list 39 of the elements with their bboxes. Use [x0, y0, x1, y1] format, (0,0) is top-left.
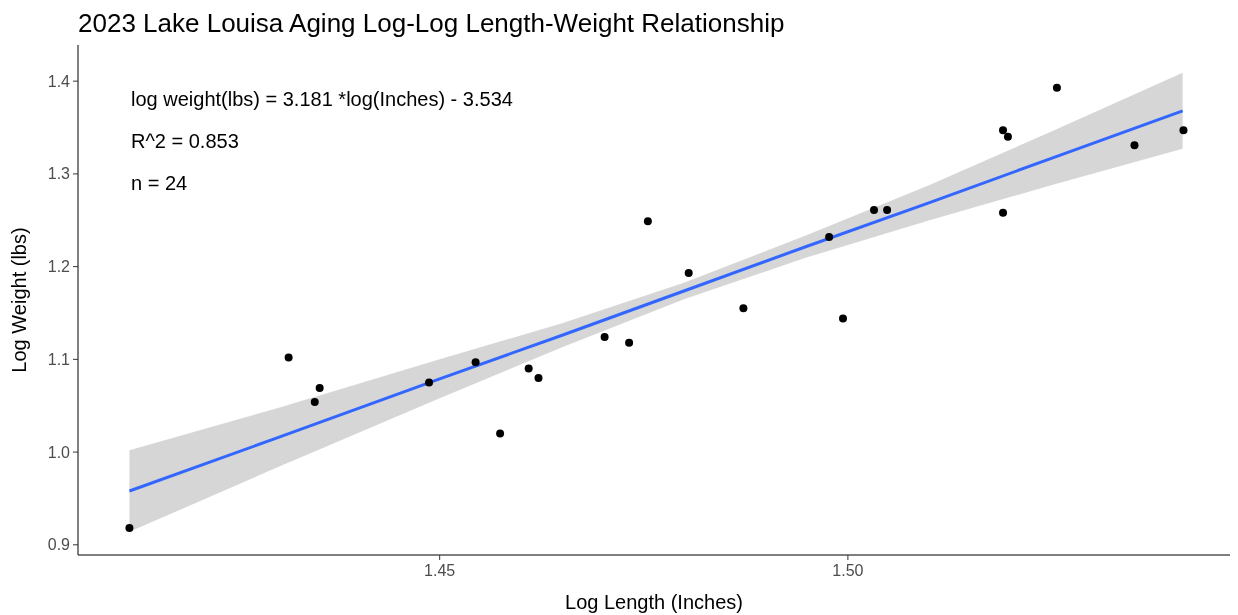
- point: [1130, 141, 1139, 150]
- line-series: [127, 109, 1185, 493]
- point: [284, 353, 293, 362]
- y-axis-title: Log Weight (lbs): [8, 227, 30, 373]
- point: [883, 206, 892, 215]
- point: [524, 364, 533, 373]
- x-tick-label: 1.45: [424, 562, 456, 579]
- point: [643, 217, 652, 226]
- annotation: n = 24: [131, 172, 188, 194]
- y-tick-label: 1.2: [47, 258, 71, 276]
- point: [471, 358, 480, 367]
- point: [1052, 83, 1061, 92]
- point: [999, 126, 1008, 135]
- y-tick-label: 0.9: [47, 536, 71, 554]
- point: [684, 269, 693, 278]
- point: [1003, 132, 1012, 141]
- x-tick-label: 1.50: [832, 562, 864, 579]
- point: [425, 378, 434, 387]
- y-tick-label: 1.1: [47, 350, 71, 368]
- point: [870, 206, 879, 215]
- point: [1179, 126, 1188, 135]
- point: [625, 338, 634, 347]
- point: [125, 524, 134, 533]
- point: [496, 429, 505, 438]
- annotation: R^2 = 0.853: [131, 130, 239, 152]
- point: [310, 398, 319, 406]
- point: [825, 232, 834, 241]
- point: [839, 314, 848, 323]
- y-tick-label: 1.3: [47, 165, 71, 183]
- x-axis-title: Log Length (Inches): [565, 591, 743, 613]
- point: [739, 304, 748, 313]
- point: [534, 373, 543, 382]
- chart-title: 2023 Lake Louisa Aging Log-Log Length-Weight Relationship: [78, 8, 785, 38]
- point: [315, 384, 324, 393]
- annotation: log weight(lbs) = 3.181 *log(Inches) - 3.534: [131, 88, 513, 110]
- point: [999, 208, 1008, 217]
- y-tick-label: 1.4: [47, 72, 71, 90]
- point: [600, 333, 609, 342]
- y-tick-label: 1.0: [47, 443, 71, 461]
